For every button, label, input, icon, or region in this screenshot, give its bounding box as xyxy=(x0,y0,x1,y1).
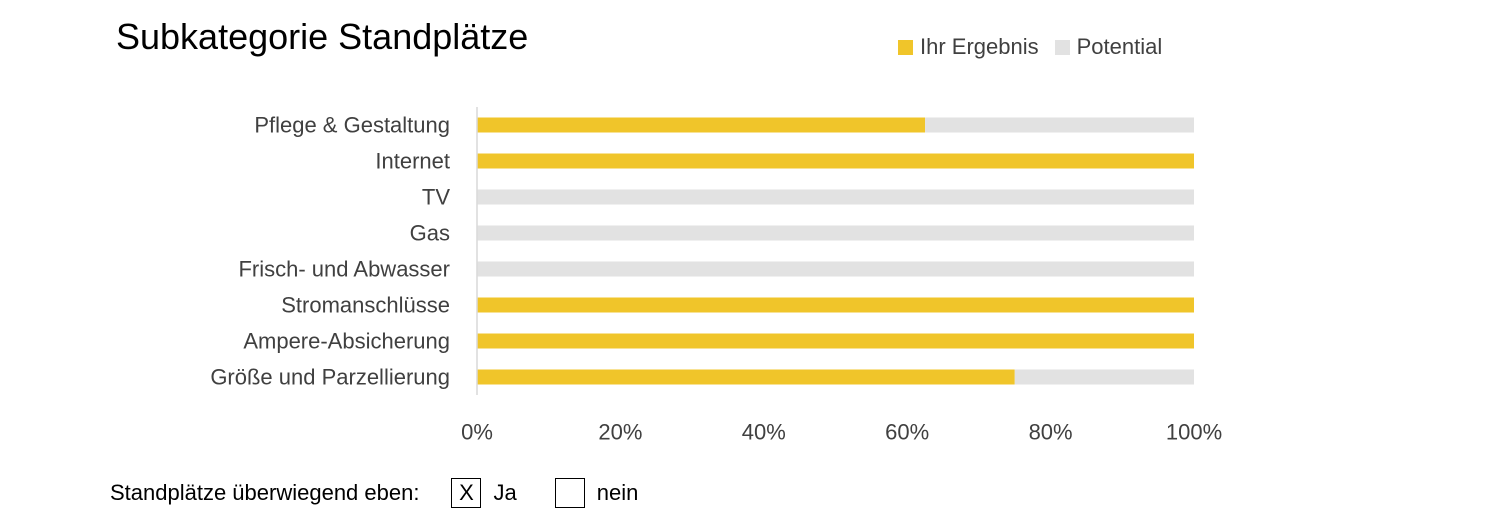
bar-result-7 xyxy=(477,369,1015,385)
bars-group xyxy=(477,117,1194,385)
legend-item-potential: Potential xyxy=(1054,34,1163,60)
checkbox-ja-label: Ja xyxy=(493,480,517,505)
category-label-6: Ampere-Absicherung xyxy=(243,329,450,354)
x-tick-label-3: 60% xyxy=(885,420,929,445)
category-label-7: Größe und Parzellierung xyxy=(210,365,450,390)
category-label-5: Stromanschlüsse xyxy=(281,293,450,318)
bar-result-1 xyxy=(477,153,1194,169)
legend-label-result: Ihr Ergebnis xyxy=(920,34,1039,59)
bar-result-0 xyxy=(477,117,926,133)
legend-swatch-potential xyxy=(1054,39,1070,55)
bar-result-6 xyxy=(477,333,1194,349)
x-tick-labels: 0% 20% 40% 60% 80% 100% xyxy=(461,420,1222,445)
legend-item-result: Ihr Ergebnis xyxy=(898,34,1039,60)
category-label-2: TV xyxy=(422,185,450,210)
checkbox-nein[interactable] xyxy=(554,478,585,508)
legend-swatch-result xyxy=(898,39,913,55)
checkbox-nein-label: nein xyxy=(596,480,639,505)
bar-potential-0 xyxy=(925,117,1194,133)
bar-potential-4 xyxy=(477,261,1194,277)
bar-potential-3 xyxy=(477,225,1194,241)
category-label-0: Pflege & Gestaltung xyxy=(254,113,450,138)
category-label-3: Gas xyxy=(410,221,450,246)
bar-chart: Pflege & Gestaltung Internet TV Gas Frisch- … xyxy=(210,107,1222,445)
category-label-4: Frisch- und Abwasser xyxy=(238,257,450,282)
chart-title: Subkategorie Standplätze xyxy=(116,16,529,57)
x-tick-label-5: 100% xyxy=(1166,420,1222,445)
bar-potential-2 xyxy=(477,189,1194,205)
legend: Ihr Ergebnis Potential xyxy=(898,34,1178,60)
bar-potential-7 xyxy=(1014,369,1194,385)
bar-result-5 xyxy=(477,297,1194,313)
footer-label: Standplätze überwiegend eben: xyxy=(110,480,420,505)
legend-label-potential: Potential xyxy=(1076,34,1163,59)
x-tick-label-2: 40% xyxy=(742,420,786,445)
category-labels: Pflege & Gestaltung Internet TV Gas Frisch- … xyxy=(210,113,450,390)
category-label-1: Internet xyxy=(375,149,450,174)
x-tick-label-4: 80% xyxy=(1029,420,1073,445)
x-tick-label-1: 20% xyxy=(598,420,642,445)
checkbox-ja[interactable]: X xyxy=(451,478,482,508)
x-tick-label-0: 0% xyxy=(461,420,493,445)
footer-question: Standplätze überwiegend eben: X Ja nein xyxy=(110,478,638,508)
